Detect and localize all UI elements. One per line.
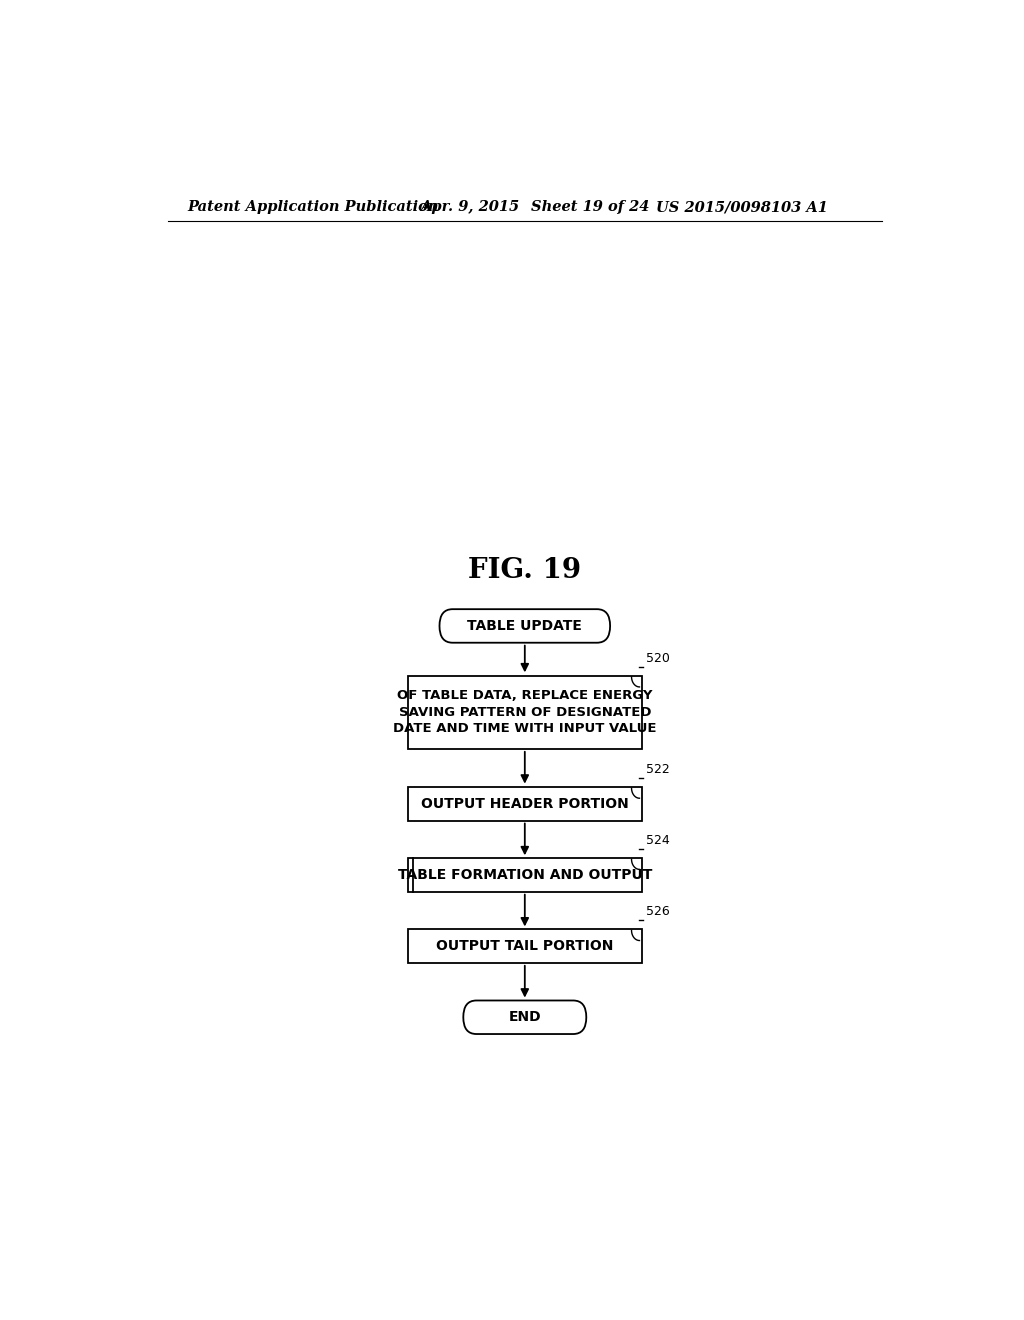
Bar	[408, 929, 642, 962]
Text: 520: 520	[646, 652, 670, 664]
FancyBboxPatch shape	[463, 1001, 587, 1034]
FancyBboxPatch shape	[439, 609, 610, 643]
Bar	[408, 858, 642, 892]
Text: Sheet 19 of 24: Sheet 19 of 24	[531, 201, 649, 214]
Text: END: END	[509, 1010, 541, 1024]
Text: Apr. 9, 2015: Apr. 9, 2015	[420, 201, 519, 214]
Text: TABLE FORMATION AND OUTPUT: TABLE FORMATION AND OUTPUT	[397, 869, 652, 882]
Text: 522: 522	[646, 763, 670, 776]
Text: OUTPUT TAIL PORTION: OUTPUT TAIL PORTION	[436, 939, 613, 953]
Bar	[408, 676, 642, 748]
Text: US 2015/0098103 A1: US 2015/0098103 A1	[655, 201, 827, 214]
Text: Patent Application Publication: Patent Application Publication	[187, 201, 439, 214]
Text: TABLE UPDATE: TABLE UPDATE	[467, 619, 583, 634]
Text: OF TABLE DATA, REPLACE ENERGY
SAVING PATTERN OF DESIGNATED
DATE AND TIME WITH IN: OF TABLE DATA, REPLACE ENERGY SAVING PAT…	[393, 689, 656, 735]
Text: FIG. 19: FIG. 19	[468, 557, 582, 583]
Text: OUTPUT HEADER PORTION: OUTPUT HEADER PORTION	[421, 797, 629, 810]
Bar	[408, 787, 642, 821]
Text: 524: 524	[646, 834, 670, 847]
Text: 526: 526	[646, 906, 670, 919]
